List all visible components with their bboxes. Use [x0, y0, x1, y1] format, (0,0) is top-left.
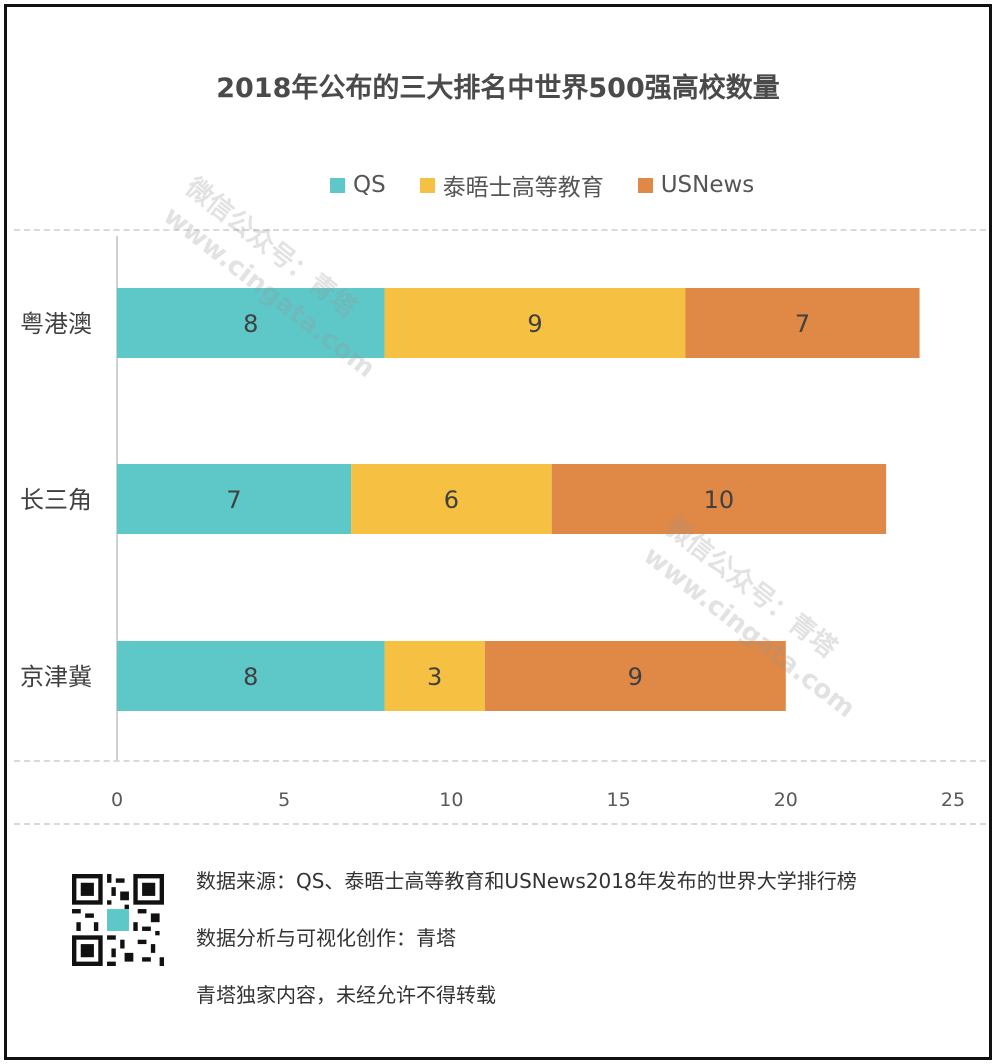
bar-segment — [384, 641, 485, 711]
bar-segment — [551, 464, 887, 534]
bar-segment — [117, 288, 385, 358]
data-label: 8 — [243, 310, 258, 338]
legend-item-the: 泰晤士高等教育 — [419, 168, 604, 202]
bar-segment — [685, 288, 920, 358]
chart-plot: 0 5 10 15 20 25 粤港澳 8 9 7 长三角 7 6 10 京津冀 8 3 9 — [20, 236, 965, 811]
data-label: 7 — [226, 486, 241, 514]
legend-item-usnews: USNews — [637, 172, 755, 198]
legend-swatch-the — [419, 177, 435, 193]
legend-label-the: 泰晤士高等教育 — [442, 175, 604, 201]
data-label: 8 — [243, 663, 258, 691]
bar-segment — [484, 641, 786, 711]
x-tick-label: 5 — [278, 789, 290, 811]
x-tick-label: 15 — [607, 789, 631, 811]
category-label: 长三角 — [20, 486, 92, 514]
data-label: 9 — [527, 310, 542, 338]
data-label: 10 — [704, 486, 735, 514]
legend-swatch-qs — [330, 177, 345, 193]
category-label: 粤港澳 — [20, 310, 92, 338]
footer-source: 数据来源：QS、泰晤士高等教育和USNews2018年发布的世界大学排行榜 — [196, 869, 857, 893]
legend-swatch-usnews — [637, 177, 653, 193]
x-tick-label: 10 — [439, 789, 463, 811]
x-tick-label: 25 — [941, 789, 965, 811]
data-label: 6 — [444, 486, 459, 514]
divider-axis — [14, 760, 986, 762]
chart-title: 2018年公布的三大排名中世界500强高校数量 — [216, 73, 780, 104]
category-label: 京津冀 — [20, 663, 92, 691]
chart-legend: QS 泰晤士高等教育 USNews — [330, 168, 788, 202]
bar-segment — [117, 464, 352, 534]
bar-segment — [351, 464, 552, 534]
bar-segment — [117, 641, 385, 711]
data-label: 3 — [427, 663, 442, 691]
footer-analysis: 数据分析与可视化创作：青塔 — [196, 926, 456, 950]
footer-copyright: 青塔独家内容，未经允许不得转载 — [196, 983, 496, 1007]
x-tick-label: 0 — [111, 789, 123, 811]
divider-bottom — [14, 823, 986, 825]
qr-code-icon — [72, 874, 164, 966]
divider-top — [14, 229, 986, 231]
footer-notes: 数据来源：QS、泰晤士高等教育和USNews2018年发布的世界大学排行榜 数据… — [196, 862, 857, 1033]
bar-segment — [384, 288, 686, 358]
legend-item-qs: QS — [330, 172, 386, 198]
x-tick-label: 20 — [774, 789, 798, 811]
data-label: 9 — [628, 663, 643, 691]
legend-label-qs: QS — [353, 172, 386, 198]
data-label: 7 — [795, 310, 810, 338]
legend-label-usnews: USNews — [660, 172, 755, 198]
